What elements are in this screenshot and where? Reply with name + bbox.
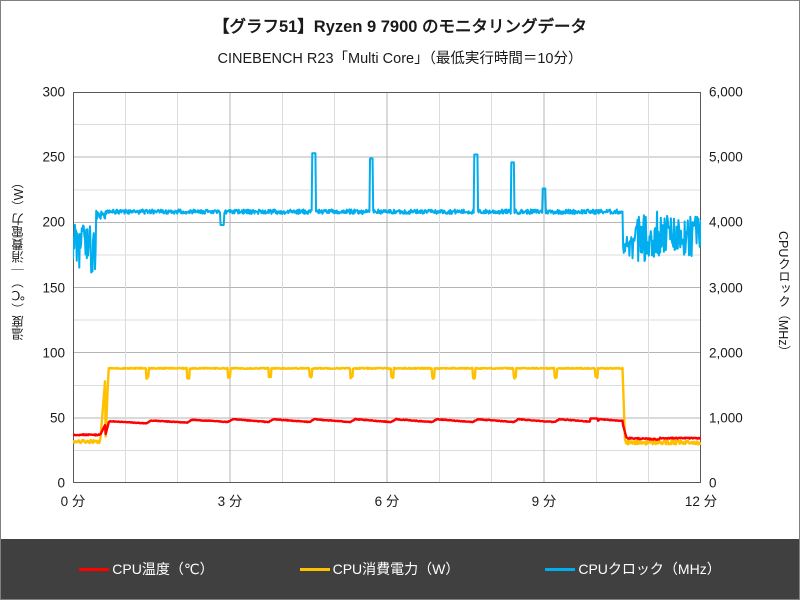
right-tick-label: 1,000 xyxy=(709,410,743,426)
legend-item[interactable]: CPU温度（℃） xyxy=(79,559,214,579)
left-tick-label: 200 xyxy=(42,214,65,230)
left-tick-label: 300 xyxy=(42,84,65,100)
legend-label: CPU消費電力（W） xyxy=(332,561,460,577)
x-tick-label: 3 分 xyxy=(217,494,243,509)
x-tick-label: 6 分 xyxy=(374,494,400,509)
left-tick-label: 150 xyxy=(42,280,65,295)
plot-area xyxy=(73,92,701,483)
left-tick-label: 50 xyxy=(49,410,65,426)
left-tick-label: 0 xyxy=(57,475,65,491)
right-tick-label: 2,000 xyxy=(709,345,743,361)
legend-label: CPUクロック（MHz） xyxy=(578,561,721,577)
chart-legend: CPU温度（℃） CPU消費電力（W） CPUクロック（MHz） xyxy=(1,539,799,599)
right-tick-label: 5,000 xyxy=(709,149,743,165)
legend-item[interactable]: CPUクロック（MHz） xyxy=(545,559,721,579)
legend-color-swatch xyxy=(545,567,576,571)
right-axis-title: CPUクロック（MHz） xyxy=(776,231,790,359)
legend-label: CPU温度（℃） xyxy=(112,561,214,577)
legend-color-swatch xyxy=(299,567,330,571)
x-tick-label: 9 分 xyxy=(531,494,557,509)
series-line-cpu-power xyxy=(73,366,701,446)
chart-subtitle: CINEBENCH R23「Multi Core」（最低実行時間＝10分） xyxy=(217,51,583,67)
left-tick-label: 250 xyxy=(42,149,65,165)
x-tick-label: 12 分 xyxy=(684,494,718,509)
x-tick-label: 0 分 xyxy=(60,494,86,509)
right-tick-label: 0 xyxy=(709,475,717,491)
left-tick-label: 100 xyxy=(42,345,65,361)
series-line-cpu-clock xyxy=(73,152,701,274)
left-axis-title: 温度（℃）｜消費電力（W） xyxy=(12,176,26,341)
right-tick-label: 3,000 xyxy=(709,280,743,295)
chart-canvas xyxy=(73,92,701,483)
legend-color-swatch xyxy=(79,567,110,571)
chart-title: 【グラフ51】Ryzen 9 7900 のモニタリングデータ xyxy=(212,18,588,36)
legend-item[interactable]: CPU消費電力（W） xyxy=(299,559,460,579)
right-tick-label: 4,000 xyxy=(709,214,743,230)
right-tick-label: 6,000 xyxy=(709,84,743,100)
series-line-cpu-temperature xyxy=(73,417,701,441)
